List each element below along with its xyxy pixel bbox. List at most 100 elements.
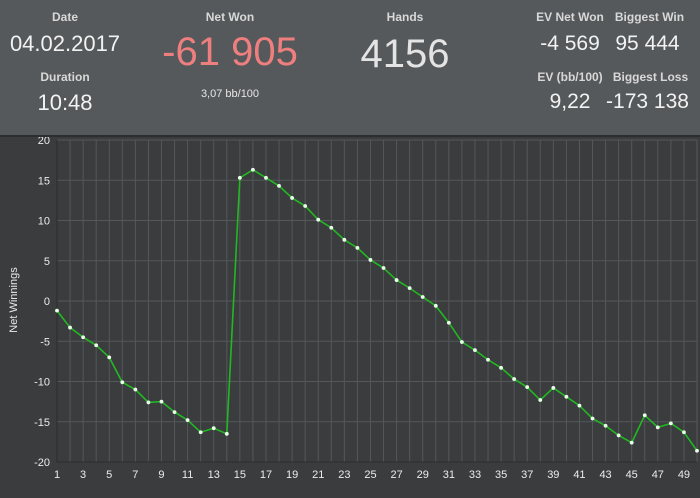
data-point	[642, 413, 647, 418]
data-point	[81, 335, 86, 340]
data-point	[211, 426, 216, 431]
date-label: Date	[51, 10, 78, 24]
y-axis-label: Net Winnings	[8, 267, 20, 333]
duration-value: 10:48	[37, 90, 93, 115]
data-point	[420, 295, 425, 299]
y-tick-label: 10	[38, 216, 50, 228]
ev-netwon-label: EV Net Won	[536, 10, 604, 24]
x-tick-label: 39	[547, 469, 559, 481]
hands-label: Hands	[386, 10, 424, 24]
x-tick-label: 47	[652, 469, 664, 481]
y-tick-label: 5	[44, 256, 50, 268]
duration-label: Duration	[40, 70, 90, 84]
y-tick-label: 20	[38, 137, 50, 147]
x-tick-label: 13	[208, 469, 220, 481]
x-tick-label: 45	[626, 469, 638, 481]
data-point	[682, 430, 686, 435]
data-point	[329, 225, 334, 230]
data-point	[655, 425, 660, 430]
data-point	[486, 357, 490, 362]
data-point	[172, 410, 177, 414]
data-point	[407, 286, 412, 291]
data-point	[381, 266, 386, 270]
y-tick-label: 0	[44, 296, 50, 308]
x-tick-label: 41	[573, 469, 585, 481]
netwon-bb-value: 3,07 bb/100	[200, 88, 260, 100]
x-tick-label: 29	[417, 469, 429, 481]
date-value: 04.02.2017	[9, 31, 121, 56]
y-tick-label: 15	[38, 175, 50, 187]
data-point	[146, 400, 151, 405]
data-point	[264, 175, 268, 180]
x-tick-label: 33	[469, 469, 481, 481]
data-point	[355, 245, 360, 250]
data-point	[198, 430, 203, 435]
data-point	[525, 385, 530, 390]
x-tick-label: 7	[132, 469, 138, 481]
x-tick-label: 35	[495, 469, 507, 481]
biggest-loss-label: Biggest Loss	[612, 70, 689, 84]
data-point	[251, 167, 255, 172]
data-point	[303, 204, 308, 208]
chart-area: 20 15 10 5 0 -5 -10 -15 -20 1 3 5 7 9 11 13 15 17 19 21 23 25…	[0, 135, 700, 493]
data-point	[446, 320, 451, 325]
data-point	[133, 387, 138, 392]
x-tick-label: 9	[158, 469, 164, 481]
data-point	[159, 399, 164, 404]
data-point	[577, 403, 582, 408]
x-tick-label: 31	[443, 469, 455, 481]
biggest-win-value: 95 444	[615, 32, 680, 55]
x-tick-label: 49	[678, 469, 690, 481]
x-tick-label: 27	[390, 469, 402, 481]
y-tick-label: -20	[34, 457, 50, 469]
biggest-win-label: Biggest Win	[614, 10, 685, 24]
data-point	[629, 440, 634, 445]
stats-header: Date 04.02.2017 Duration 10:48 Net Won -…	[0, 0, 700, 135]
data-point	[224, 431, 229, 436]
x-tick-label: 15	[234, 469, 246, 481]
y-tick-label: -15	[34, 417, 50, 429]
data-point	[290, 196, 295, 200]
data-point	[499, 365, 503, 370]
y-tick-label: -5	[40, 336, 50, 348]
data-point	[590, 416, 595, 421]
header-divider	[0, 135, 700, 137]
data-point	[551, 386, 556, 390]
data-point	[342, 237, 347, 242]
ev-netwon-value: -4 569	[540, 32, 600, 55]
net-winnings-line	[56, 168, 698, 452]
data-point	[107, 355, 112, 360]
data-point	[316, 217, 321, 222]
data-point	[512, 377, 517, 381]
biggest-loss-value: -173 138	[606, 90, 689, 113]
data-point	[603, 423, 608, 428]
x-tick-label: 1	[54, 469, 60, 481]
data-point	[394, 278, 399, 282]
netwon-label: Net Won	[205, 10, 255, 24]
data-point	[473, 348, 477, 353]
ev-bb-label: EV (bb/100)	[537, 70, 603, 84]
x-tick-label: 17	[260, 469, 272, 481]
data-point	[94, 343, 99, 348]
x-tick-label: 19	[286, 469, 298, 481]
hands-value: 4156	[360, 32, 450, 76]
x-tick-label: 3	[80, 469, 86, 481]
data-point	[433, 303, 438, 308]
data-point	[55, 308, 59, 313]
data-point	[277, 183, 281, 188]
data-point	[368, 258, 373, 262]
data-point	[616, 433, 621, 438]
x-tick-label: 25	[364, 469, 376, 481]
x-tick-label: 5	[106, 469, 112, 481]
x-tick-label: 37	[521, 469, 533, 481]
x-tick-label: 21	[312, 469, 324, 481]
netwon-value: -61 905	[162, 30, 298, 74]
data-point	[668, 421, 673, 426]
y-tick-label: -10	[34, 377, 50, 389]
data-point	[564, 394, 569, 399]
x-tick-label: 23	[338, 469, 350, 481]
data-point	[538, 398, 543, 402]
ev-bb-value: 9,22	[549, 90, 591, 113]
data-point	[237, 175, 242, 180]
